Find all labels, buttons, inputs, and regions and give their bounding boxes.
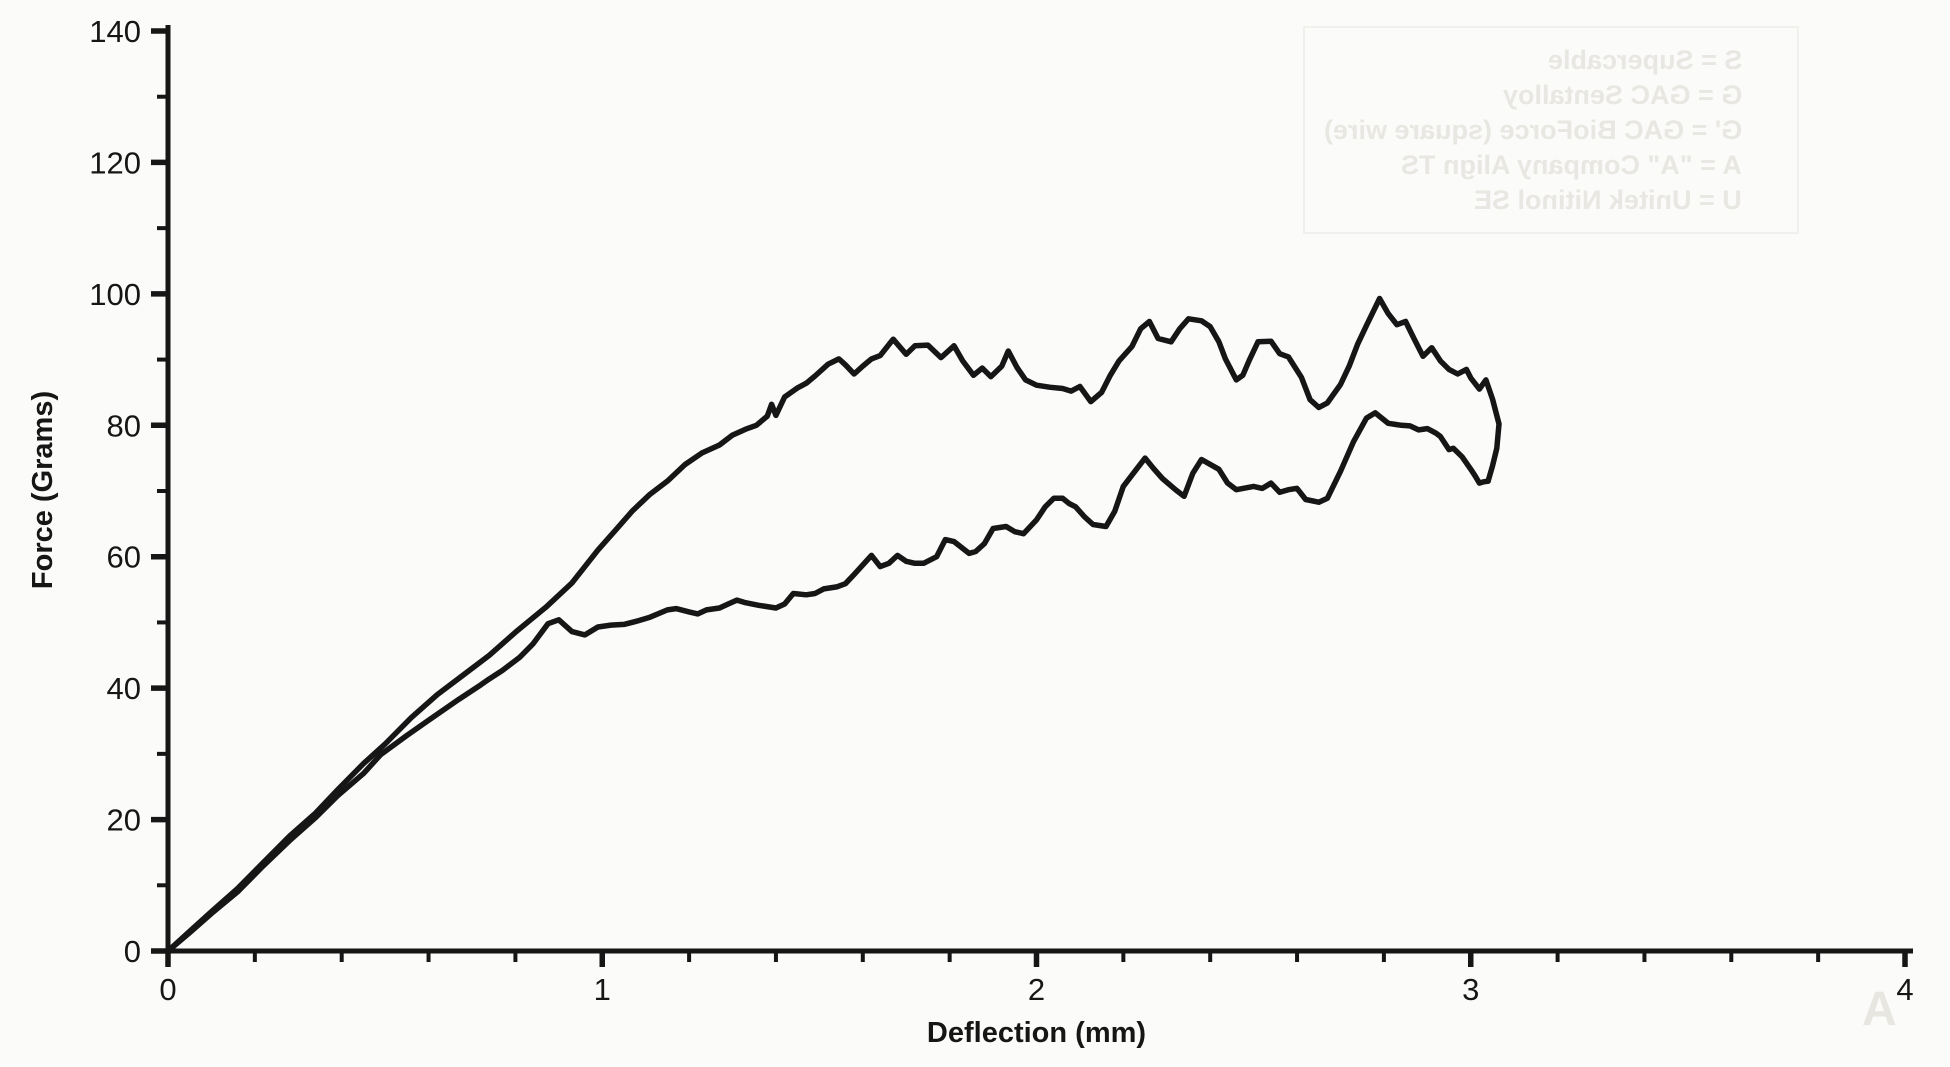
y-axis-title: Force (Grams) <box>27 391 59 589</box>
ghost-legend-line: S = Supercable <box>1547 44 1742 75</box>
ghost-legend-line: G = GAC Sentalloy <box>1502 79 1742 110</box>
x-tick-label: 4 <box>1896 972 1913 1007</box>
ghost-legend-line: G' = GAC BioForce (square wire) <box>1323 114 1742 145</box>
y-tick-label: 120 <box>89 145 141 180</box>
ghost-legend-line: A = "A" Company Align TS <box>1401 149 1742 180</box>
x-tick-label: 1 <box>594 972 611 1007</box>
y-tick-label: 100 <box>89 277 141 312</box>
y-tick-label: 40 <box>107 671 141 706</box>
x-tick-label: 3 <box>1462 972 1479 1007</box>
y-tick-label: 0 <box>124 934 141 969</box>
y-tick-label: 80 <box>107 408 141 443</box>
curve-lower <box>165 410 1491 954</box>
y-tick-label: 140 <box>89 14 141 49</box>
y-tick-label: 20 <box>107 803 141 838</box>
ghost-watermark-letter: A <box>1862 983 1897 1036</box>
y-tick-label: 60 <box>107 540 141 575</box>
ghost-legend-line: U = Unitek Nitinol SE <box>1474 184 1742 215</box>
x-axis-title: Deflection (mm) <box>927 1017 1146 1049</box>
x-tick-label: 2 <box>1028 972 1045 1007</box>
x-tick-label: 0 <box>159 972 176 1007</box>
curve-upper <box>165 295 1502 954</box>
ghost-legend-bleedthrough: S = Supercable G = GAC Sentalloy G' = GAC … <box>1303 26 1799 234</box>
